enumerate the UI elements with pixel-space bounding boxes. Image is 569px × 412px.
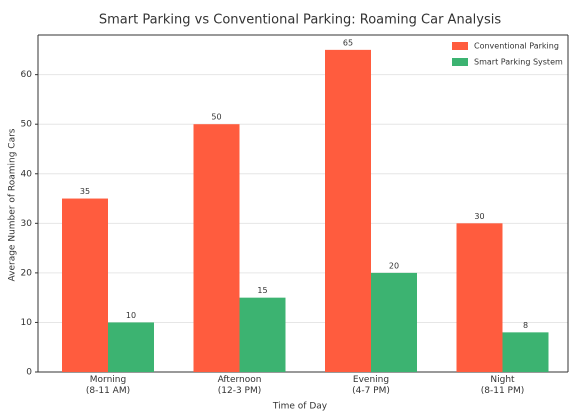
value-label: 30: [474, 212, 484, 221]
x-axis-label: Time of Day: [272, 402, 328, 412]
legend-label: Conventional Parking: [474, 42, 559, 51]
legend-swatch: [452, 58, 468, 66]
value-label: 15: [257, 286, 267, 295]
x-tick-label-box: Morning (8-11 AM): [85, 375, 131, 396]
bar: [62, 198, 108, 372]
x-tick-label: Afternoon (12-3 PM): [217, 375, 262, 396]
x-tick-label: Evening (4-7 PM): [352, 375, 390, 396]
y-tick-label: 50: [21, 120, 33, 130]
value-label: 35: [80, 187, 90, 196]
value-label: 20: [389, 261, 399, 270]
bar: [456, 223, 503, 372]
bar: [108, 322, 154, 372]
y-tick-label: 30: [21, 219, 33, 229]
value-label: 65: [343, 38, 353, 47]
x-tick-label: Morning (8-11 AM): [85, 375, 131, 396]
value-label: 8: [523, 321, 528, 330]
bar: [193, 124, 240, 373]
bar: [239, 297, 286, 372]
bar: [371, 272, 417, 372]
legend-label: Smart Parking System: [474, 58, 563, 67]
y-tick-label: 0: [26, 368, 32, 378]
y-tick-label: 10: [21, 318, 33, 328]
legend-swatch: [452, 42, 468, 50]
y-axis-label: Average Number of Roaming Cars: [8, 128, 18, 281]
chart-title: Smart Parking vs Conventional Parking: R…: [99, 13, 501, 28]
x-tick-label-box: Night (8-11 PM): [480, 375, 525, 396]
bar: [325, 49, 371, 372]
y-tick-label: 40: [21, 169, 33, 179]
bar: [502, 332, 549, 372]
value-label: 50: [211, 113, 221, 122]
y-tick-label: 60: [21, 70, 33, 80]
value-label: 10: [126, 311, 136, 320]
x-tick-label: Night (8-11 PM): [480, 375, 525, 396]
x-tick-label-box: Evening (4-7 PM): [352, 375, 390, 396]
y-tick-label: 20: [21, 268, 33, 278]
x-tick-label-box: Afternoon (12-3 PM): [217, 375, 262, 396]
